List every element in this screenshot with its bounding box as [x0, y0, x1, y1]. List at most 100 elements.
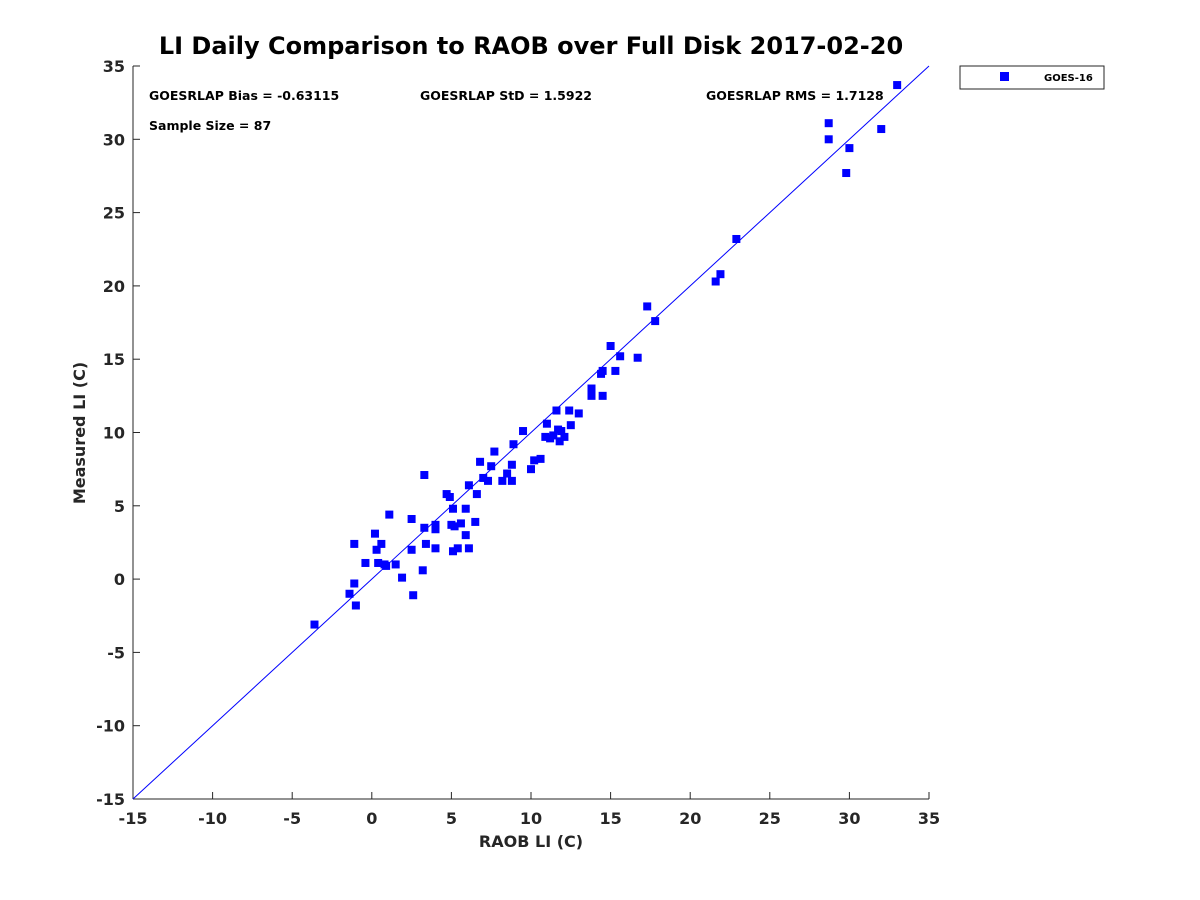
data-point-marker — [633, 353, 642, 362]
bias-annotation: GOESRLAP Bias = -0.63115 — [149, 88, 339, 103]
data-point-marker — [711, 277, 720, 286]
x-tick-label: 15 — [599, 809, 621, 828]
data-point-marker — [374, 558, 383, 567]
y-axis-title: Measured LI (C) — [70, 362, 89, 504]
data-point-marker — [530, 456, 539, 465]
y-tick-label: -15 — [96, 790, 125, 809]
y-tick-label: -5 — [107, 643, 125, 662]
data-point-marker — [407, 545, 416, 554]
data-point-marker — [479, 473, 488, 482]
data-point-marker — [484, 476, 493, 485]
data-point-marker — [450, 522, 459, 531]
data-point-marker — [643, 302, 652, 311]
data-point-marker — [461, 531, 470, 540]
data-point-marker — [487, 462, 496, 471]
data-point-marker — [574, 409, 583, 418]
data-point-marker — [398, 573, 407, 582]
identity-line — [132, 65, 930, 800]
data-point-marker — [536, 454, 545, 463]
data-point-marker — [418, 566, 427, 575]
data-point-marker — [471, 517, 480, 526]
data-point-marker — [310, 620, 319, 629]
data-point-marker — [877, 125, 886, 134]
data-point-marker — [555, 437, 564, 446]
data-point-marker — [350, 579, 359, 588]
data-point-marker — [453, 544, 462, 553]
data-point-marker — [560, 432, 569, 441]
data-point-marker — [549, 431, 558, 440]
y-tick-label: 0 — [114, 570, 125, 589]
sample-size-annotation: Sample Size = 87 — [149, 118, 271, 133]
data-point-marker — [385, 510, 394, 519]
identity-line-group — [132, 65, 930, 800]
data-point-marker — [616, 352, 625, 361]
x-axis-ticks: -15 -10 -5 0 5 10 15 20 25 30 35 — [119, 792, 940, 828]
x-tick-label: 20 — [679, 809, 701, 828]
x-tick-label: 30 — [838, 809, 860, 828]
data-point-marker — [824, 119, 833, 128]
data-point-marker — [842, 169, 851, 178]
data-point-marker — [552, 406, 561, 415]
data-point-marker — [476, 457, 485, 466]
data-point-marker — [566, 421, 575, 430]
y-tick-label: 5 — [114, 497, 125, 516]
data-point-marker — [407, 514, 416, 523]
data-point-marker — [519, 427, 528, 436]
data-point-marker — [461, 504, 470, 513]
data-point-marker — [431, 525, 440, 534]
x-tick-label: 5 — [446, 809, 457, 828]
data-point-marker — [893, 81, 902, 90]
data-point-marker — [732, 234, 741, 243]
data-point-marker — [565, 406, 574, 415]
data-point-marker — [716, 270, 725, 279]
data-point-marker — [431, 544, 440, 553]
x-tick-label: 0 — [366, 809, 377, 828]
data-point-marker — [464, 544, 473, 553]
y-tick-label: 20 — [103, 277, 125, 296]
x-tick-label: -10 — [198, 809, 227, 828]
data-point-marker — [370, 529, 379, 538]
data-point-marker — [509, 440, 518, 449]
data-point-marker — [420, 523, 429, 532]
data-point-marker — [490, 447, 499, 456]
data-point-marker — [606, 342, 615, 351]
data-point-marker — [845, 144, 854, 153]
data-point-marker — [527, 465, 535, 474]
data-point-marker — [372, 545, 381, 554]
data-point-marker — [611, 366, 620, 375]
x-tick-label: -5 — [283, 809, 301, 828]
data-point-marker — [507, 476, 516, 485]
data-point-marker — [456, 519, 465, 528]
std-annotation: GOESRLAP StD = 1.5922 — [420, 88, 592, 103]
legend-label: GOES-16 — [1044, 73, 1093, 84]
data-point-marker — [431, 520, 440, 529]
data-point-marker — [498, 476, 507, 485]
x-axis-title: RAOB LI (C) — [479, 832, 583, 851]
data-point-marker — [420, 471, 429, 480]
data-point-marker — [377, 539, 386, 548]
data-point-marker — [472, 490, 481, 499]
legend-marker-icon — [1000, 72, 1009, 81]
data-point-marker — [598, 366, 607, 375]
data-point-marker — [445, 493, 454, 502]
data-point-marker — [587, 384, 596, 393]
data-point-marker — [824, 135, 833, 144]
data-point-marker — [421, 539, 430, 548]
data-point-marker — [503, 469, 512, 478]
y-tick-label: -10 — [96, 717, 125, 736]
data-point-marker — [351, 601, 360, 610]
chart-title: LI Daily Comparison to RAOB over Full Di… — [159, 32, 903, 60]
x-tick-label: 35 — [918, 809, 940, 828]
x-tick-label: 10 — [520, 809, 542, 828]
data-markers — [310, 81, 902, 629]
y-tick-label: 30 — [103, 130, 125, 149]
data-point-marker — [541, 432, 550, 441]
data-point-marker — [464, 481, 473, 490]
data-point-marker — [345, 589, 354, 598]
data-point-marker — [598, 391, 607, 400]
data-point-marker — [361, 558, 370, 567]
data-point-marker — [587, 391, 596, 400]
data-point-marker — [409, 591, 418, 600]
data-point-marker — [557, 427, 566, 436]
